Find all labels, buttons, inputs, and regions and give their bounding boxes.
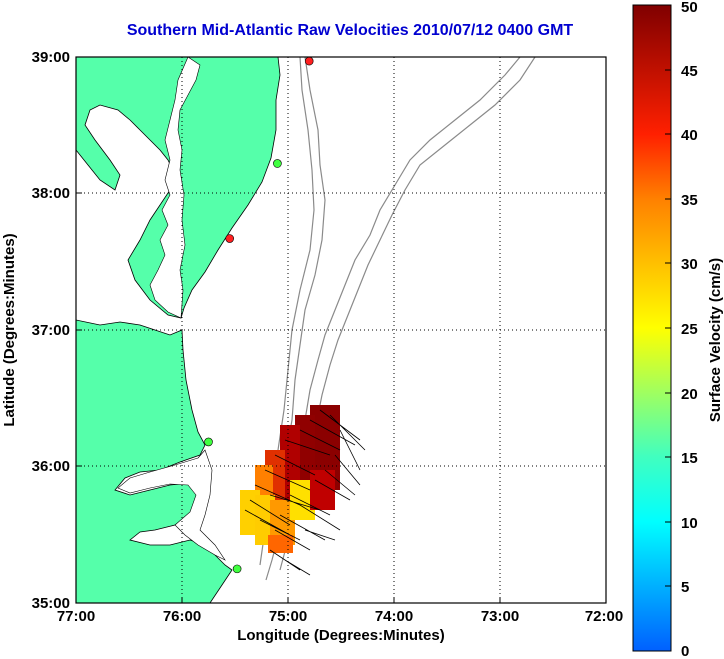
y-tick-label: 37:00 [32, 322, 70, 339]
x-tick-label: 73:00 [481, 608, 519, 625]
x-tick-label: 72:00 [585, 608, 623, 625]
x-tick-label: 74:00 [375, 608, 413, 625]
colorbar-tick-label: 15 [681, 450, 698, 467]
colorbar-label: Surface Velocity (cm/s) [707, 258, 724, 422]
x-tick-label: 75:00 [269, 608, 307, 625]
colorbar-tick-label: 35 [681, 192, 698, 209]
colorbar [632, 4, 672, 652]
x-tick-label: 76:00 [163, 608, 201, 625]
station-marker [225, 234, 234, 243]
colorbar-tick-label: 20 [681, 386, 698, 403]
velocity-vectors [244, 409, 366, 576]
map-title: Southern Mid-Atlantic Raw Velocities 201… [126, 22, 574, 39]
colorbar-tick-label: 0 [681, 643, 689, 659]
grid [76, 57, 606, 603]
station-marker [204, 437, 213, 447]
station-markers [204, 56, 314, 574]
y-tick-label: 39:00 [32, 49, 70, 66]
colorbar-tick-label: 5 [681, 579, 689, 596]
chesapeake-bay [149, 57, 201, 319]
colorbar-tick-label: 50 [681, 0, 698, 16]
y-tick-label: 35:00 [32, 595, 70, 612]
colorbar-tick-label: 30 [681, 256, 698, 273]
y-tick-label: 36:00 [32, 458, 70, 475]
colorbar-tick-label: 10 [681, 515, 698, 532]
colorbar-tick-label: 25 [681, 321, 698, 338]
velocity-cells [240, 405, 340, 553]
colorbar-ticks [665, 4, 671, 587]
station-marker [232, 564, 242, 574]
y-axis-label: Latitude (Degrees:Minutes) [1, 233, 18, 426]
x-axis-label: Longitude (Degrees:Minutes) [237, 627, 445, 644]
station-marker [273, 159, 282, 168]
y-tick-label: 38:00 [32, 185, 70, 202]
colorbar-tick-label: 40 [681, 127, 698, 144]
ticks [76, 192, 501, 603]
pamlico-sound [117, 449, 226, 561]
colorbar-tick-label: 45 [681, 63, 698, 80]
x-tick-label: 77:00 [57, 608, 95, 625]
station-marker [304, 56, 314, 66]
